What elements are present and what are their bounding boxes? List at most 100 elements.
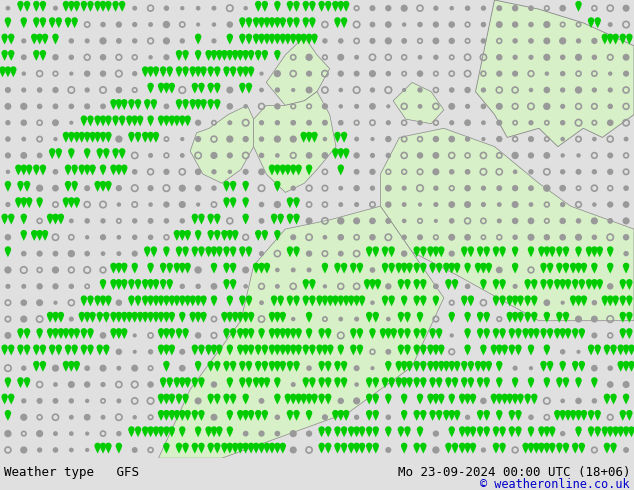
Circle shape — [339, 251, 343, 256]
Circle shape — [497, 345, 501, 350]
Circle shape — [21, 300, 27, 305]
Polygon shape — [40, 170, 46, 175]
Polygon shape — [430, 416, 436, 421]
Circle shape — [344, 411, 349, 416]
Polygon shape — [294, 219, 299, 224]
Polygon shape — [296, 170, 301, 175]
Circle shape — [465, 443, 470, 448]
Circle shape — [259, 153, 264, 157]
Circle shape — [529, 23, 533, 26]
Circle shape — [111, 313, 116, 318]
Polygon shape — [509, 432, 515, 437]
Circle shape — [385, 185, 391, 191]
Circle shape — [174, 411, 179, 416]
Polygon shape — [373, 432, 378, 437]
Polygon shape — [208, 236, 214, 241]
Polygon shape — [103, 154, 109, 159]
Circle shape — [339, 187, 342, 190]
Circle shape — [206, 50, 211, 56]
Circle shape — [437, 378, 442, 383]
Circle shape — [355, 383, 358, 386]
Circle shape — [481, 104, 486, 108]
Polygon shape — [122, 334, 127, 339]
Polygon shape — [373, 252, 378, 257]
Circle shape — [292, 268, 295, 272]
Circle shape — [344, 149, 349, 154]
Circle shape — [439, 345, 444, 350]
Polygon shape — [515, 334, 521, 339]
Polygon shape — [465, 268, 470, 273]
Circle shape — [450, 88, 454, 92]
Circle shape — [167, 378, 172, 383]
Circle shape — [498, 219, 501, 223]
Circle shape — [69, 104, 74, 108]
Circle shape — [294, 18, 299, 23]
Circle shape — [323, 285, 327, 288]
Circle shape — [497, 394, 501, 399]
Polygon shape — [420, 301, 426, 306]
Circle shape — [148, 67, 153, 72]
Circle shape — [117, 367, 120, 370]
Circle shape — [576, 316, 581, 322]
Polygon shape — [571, 268, 576, 273]
Polygon shape — [351, 334, 356, 339]
Circle shape — [133, 251, 137, 256]
Circle shape — [386, 6, 391, 11]
Polygon shape — [317, 350, 322, 355]
Circle shape — [592, 235, 597, 239]
Polygon shape — [243, 219, 249, 224]
Circle shape — [434, 431, 438, 436]
Polygon shape — [164, 399, 169, 404]
Polygon shape — [439, 350, 444, 355]
Circle shape — [217, 50, 222, 56]
Circle shape — [323, 121, 327, 125]
Circle shape — [592, 333, 597, 338]
Polygon shape — [63, 6, 68, 12]
Polygon shape — [401, 383, 407, 388]
Circle shape — [465, 416, 470, 419]
Polygon shape — [414, 416, 420, 421]
Polygon shape — [143, 72, 148, 77]
Circle shape — [160, 378, 165, 383]
Polygon shape — [198, 383, 204, 388]
Polygon shape — [507, 399, 512, 404]
Circle shape — [484, 329, 489, 334]
Polygon shape — [34, 23, 39, 28]
Circle shape — [22, 72, 25, 75]
Circle shape — [518, 313, 523, 318]
Polygon shape — [306, 399, 312, 404]
Circle shape — [238, 50, 243, 56]
Polygon shape — [309, 23, 315, 28]
Circle shape — [595, 427, 600, 432]
Polygon shape — [518, 301, 523, 306]
Polygon shape — [349, 432, 354, 437]
Circle shape — [259, 252, 264, 256]
Circle shape — [201, 313, 206, 318]
Polygon shape — [573, 367, 578, 372]
Circle shape — [217, 345, 222, 350]
Circle shape — [164, 443, 169, 448]
Circle shape — [224, 280, 229, 285]
Polygon shape — [249, 448, 254, 454]
Circle shape — [481, 6, 486, 10]
Polygon shape — [81, 334, 87, 339]
Polygon shape — [40, 367, 46, 372]
Polygon shape — [275, 186, 280, 192]
Circle shape — [627, 329, 632, 334]
Circle shape — [539, 427, 544, 432]
Circle shape — [608, 366, 612, 370]
Polygon shape — [389, 383, 394, 388]
Polygon shape — [557, 448, 562, 454]
Circle shape — [373, 427, 378, 432]
Polygon shape — [581, 416, 586, 421]
Circle shape — [54, 432, 57, 436]
Circle shape — [518, 394, 523, 399]
Polygon shape — [158, 88, 164, 94]
Circle shape — [529, 329, 533, 334]
Polygon shape — [227, 55, 233, 61]
Polygon shape — [626, 334, 632, 339]
Polygon shape — [433, 399, 439, 404]
Polygon shape — [544, 317, 550, 323]
Polygon shape — [198, 219, 204, 224]
Circle shape — [95, 182, 100, 187]
